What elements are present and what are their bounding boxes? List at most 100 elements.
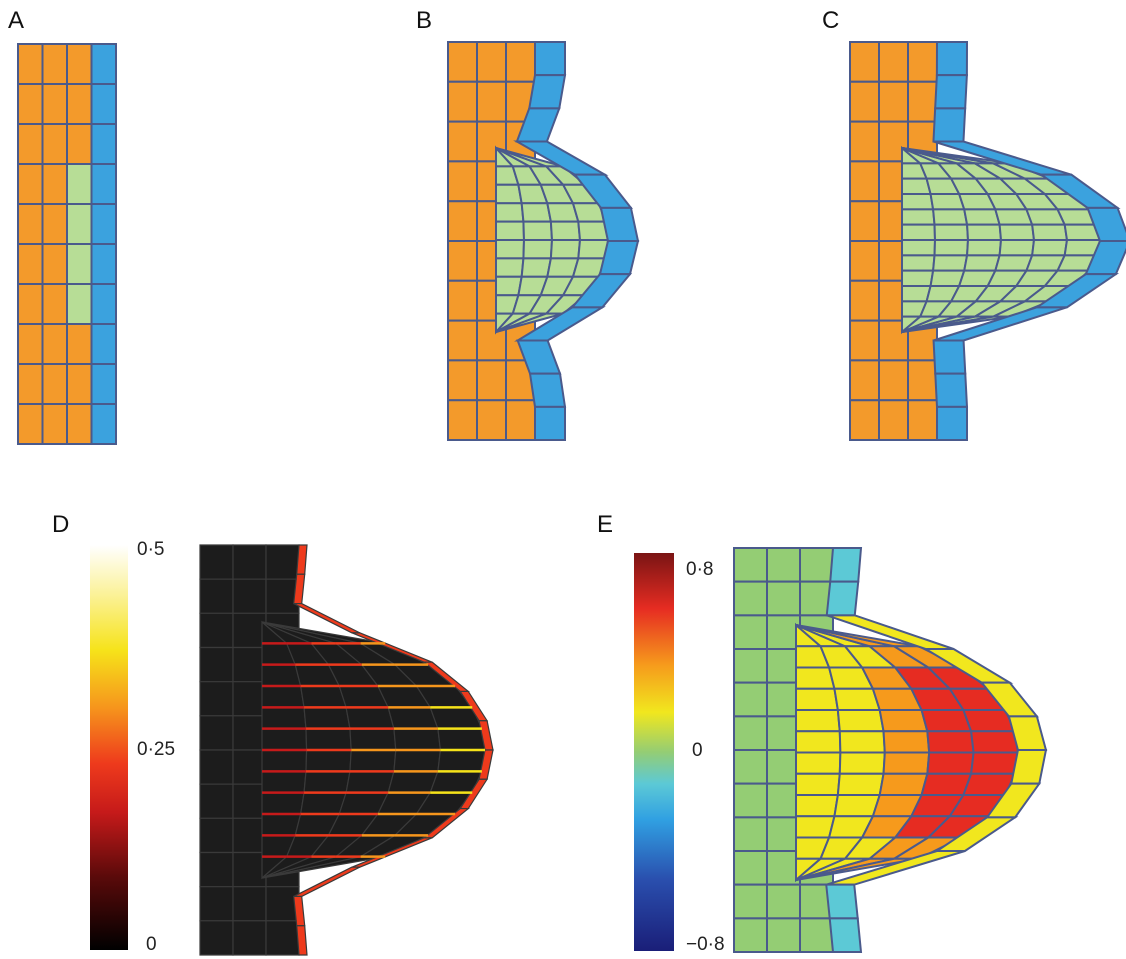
mesh-cell <box>66 163 93 205</box>
mesh-cell <box>17 203 44 245</box>
mesh-cell <box>528 372 567 408</box>
mesh-cell <box>261 813 302 836</box>
mesh-cell <box>495 257 525 278</box>
mesh-cell <box>935 405 969 441</box>
mesh-cell <box>795 687 840 711</box>
mesh-cell <box>90 43 117 85</box>
mesh-cell <box>90 243 117 285</box>
mesh-cell <box>795 815 836 839</box>
mesh-cell <box>795 857 919 881</box>
mesh-cell <box>849 80 880 123</box>
mesh-cell <box>849 240 880 282</box>
mesh-cell <box>199 578 234 614</box>
mesh-cell <box>495 202 525 223</box>
mesh-cell <box>878 41 909 83</box>
mesh-cell <box>733 715 768 751</box>
mesh-cell <box>199 681 234 717</box>
mesh-cell <box>901 269 935 287</box>
mesh-cell <box>901 315 1012 333</box>
mesh-cell <box>90 323 117 365</box>
mesh-cell <box>447 399 478 441</box>
panel-b-mesh <box>447 41 640 441</box>
mesh-cell <box>345 770 395 794</box>
mesh-cell <box>969 730 1020 754</box>
mesh-cell <box>799 547 834 583</box>
mesh-cell <box>447 160 478 203</box>
mesh-cell <box>901 223 937 241</box>
mesh-cell <box>838 751 886 775</box>
panel-a-mesh <box>17 43 117 445</box>
mesh-cell <box>733 614 768 650</box>
mesh-cell <box>795 772 841 796</box>
mesh-cell <box>825 883 859 920</box>
mesh-cell <box>17 163 44 205</box>
mesh-cell <box>41 323 68 365</box>
mesh-cell <box>733 850 768 886</box>
mesh-cell <box>878 359 909 402</box>
mesh-cell <box>90 363 117 405</box>
mesh-cell <box>17 323 44 365</box>
mesh-cell <box>232 817 267 854</box>
mesh-cell <box>261 770 307 794</box>
mesh-cell <box>795 751 842 775</box>
mesh-cell <box>387 770 439 794</box>
colorbar-d-tick-mid: 0·25 <box>137 739 175 760</box>
mesh-cell <box>901 254 936 272</box>
mesh-cell <box>303 706 351 730</box>
mesh-cell <box>299 685 347 708</box>
mesh-cell <box>926 751 975 775</box>
mesh-cell <box>599 206 640 242</box>
mesh-cell <box>199 749 234 785</box>
mesh-cell <box>90 403 117 445</box>
mesh-cell <box>17 243 44 285</box>
mesh-cell <box>878 80 909 123</box>
mesh-cell <box>998 239 1036 257</box>
mesh-cell <box>969 751 1020 775</box>
mesh-cell <box>766 883 801 920</box>
mesh-cell <box>795 730 842 754</box>
mesh-cell <box>66 283 93 325</box>
mesh-cell <box>476 399 507 441</box>
mesh-cell <box>836 772 885 796</box>
mesh-cell <box>41 363 68 405</box>
panel-e-mesh <box>733 547 1048 953</box>
mesh-cell <box>932 107 967 143</box>
mesh-cell <box>232 783 267 819</box>
mesh-cell <box>261 706 307 730</box>
mesh-cell <box>963 254 1001 272</box>
mesh-cell <box>90 163 117 205</box>
mesh-cell <box>299 792 347 815</box>
colorbar-e-tick-mid: 0 <box>692 740 703 761</box>
mesh-cell <box>766 917 801 953</box>
mesh-cell <box>232 612 267 649</box>
mesh-cell <box>932 208 969 226</box>
mesh-cell <box>495 239 526 260</box>
mesh-cell <box>41 123 68 165</box>
mesh-cell <box>66 403 93 445</box>
mesh-cell <box>549 220 582 241</box>
mesh-cell <box>476 41 507 83</box>
mesh-cell <box>495 275 523 297</box>
mesh-cell <box>349 749 397 772</box>
mesh-cell <box>907 80 938 123</box>
mesh-cell <box>41 203 68 245</box>
mesh-cell <box>907 399 938 441</box>
panel-label-d: D <box>52 511 69 538</box>
mesh-cell <box>232 715 267 751</box>
mesh-cell <box>926 730 975 754</box>
mesh-cell <box>393 728 442 751</box>
mesh-cell <box>733 580 768 617</box>
mesh-cell <box>733 816 768 852</box>
mesh-cell <box>447 279 478 322</box>
mesh-cell <box>199 715 234 751</box>
panel-label-b: B <box>416 7 432 34</box>
mesh-cell <box>901 208 936 226</box>
mesh-cell <box>296 544 308 575</box>
mesh-cell <box>935 41 969 77</box>
mesh-cell <box>17 363 44 405</box>
mesh-cell <box>293 866 361 898</box>
mesh-cell <box>232 851 267 888</box>
mesh-cell <box>733 681 768 718</box>
mesh-cell <box>966 239 1003 257</box>
mesh-cell <box>849 399 880 441</box>
